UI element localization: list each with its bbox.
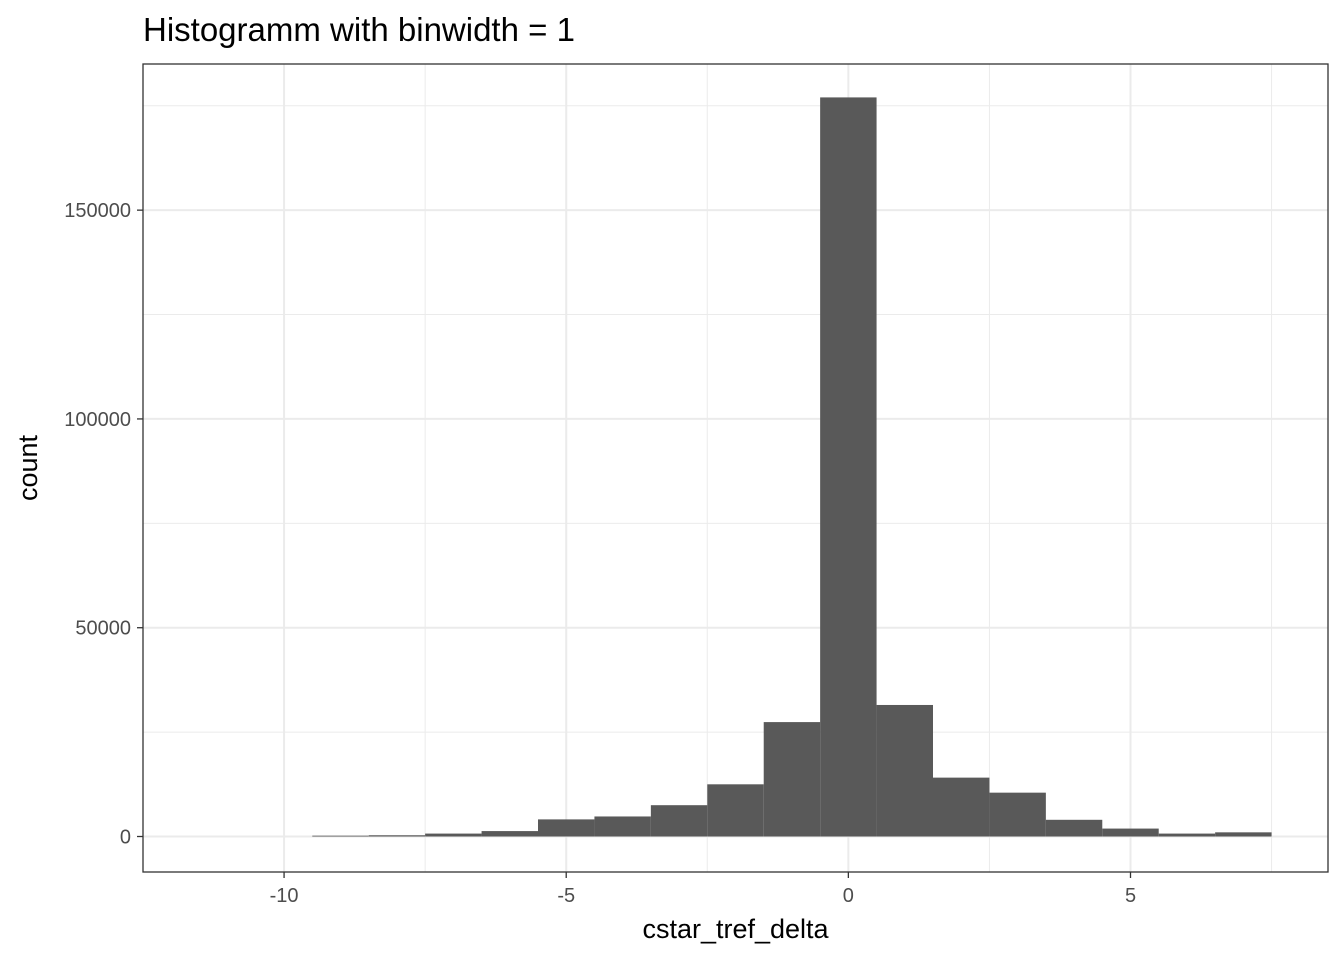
- histogram-bar: [594, 816, 651, 837]
- y-axis-title: count: [13, 434, 43, 501]
- y-tick-label: 100000: [64, 409, 131, 431]
- histogram-bar: [1215, 832, 1272, 837]
- histogram-bar: [876, 704, 933, 837]
- x-axis: -10 -5 0 5: [270, 872, 1136, 907]
- histogram-bar: [425, 833, 482, 837]
- histogram-bar: [538, 819, 595, 837]
- histogram-bar: [1102, 828, 1159, 837]
- histogram-bar: [1158, 833, 1216, 837]
- x-axis-title: cstar_tref_delta: [642, 914, 829, 944]
- chart-title: Histogramm with binwidth = 1: [143, 11, 575, 48]
- histogram-bar: [312, 835, 369, 837]
- histogram-bar: [933, 777, 990, 837]
- histogram-bar: [1045, 819, 1103, 837]
- x-tick-label: 0: [843, 885, 854, 907]
- histogram-bar: [650, 805, 708, 837]
- histogram-bar: [481, 831, 538, 837]
- plot-panel-border: [142, 63, 1329, 873]
- plot-panel-background: [143, 64, 1328, 872]
- y-tick-label: 50000: [75, 618, 131, 640]
- x-tick-label: 5: [1125, 885, 1136, 907]
- histogram-bar: [763, 722, 821, 837]
- histogram-bar: [368, 835, 426, 837]
- y-tick-label: 150000: [64, 200, 131, 222]
- y-tick-label: 0: [120, 827, 131, 849]
- histogram-bar: [707, 784, 764, 837]
- x-tick-label: -10: [270, 885, 299, 907]
- histogram-bars: [312, 97, 1272, 837]
- grid-minor: [143, 64, 1328, 872]
- histogram-bar: [820, 97, 877, 837]
- y-axis: 0 50000 100000 150000: [64, 200, 143, 849]
- histogram-bar: [989, 792, 1046, 837]
- x-tick-label: -5: [557, 885, 575, 907]
